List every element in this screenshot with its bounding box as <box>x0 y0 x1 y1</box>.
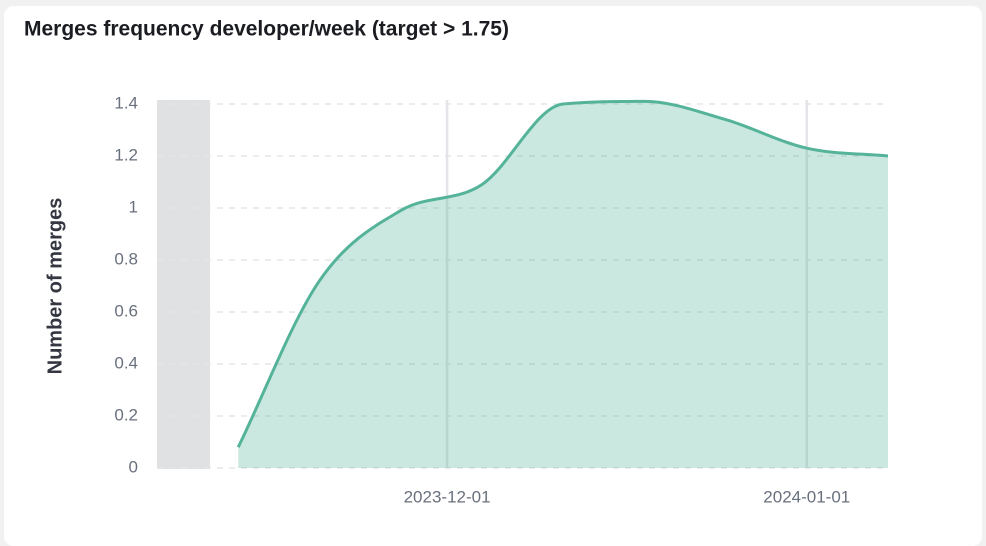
y-tick-label: 1.4 <box>114 93 138 112</box>
x-tick-label: 2024-01-01 <box>763 487 850 506</box>
y-tick-label: 0.2 <box>114 405 138 424</box>
chart: Merges frequency developer/week (target … <box>24 18 889 506</box>
x-tick-label: 2023-12-01 <box>404 487 491 506</box>
y-axis-title: Number of merges <box>44 198 66 375</box>
area <box>238 101 888 469</box>
y-tick-label: 1.2 <box>114 145 138 164</box>
y-tick-label: 0.8 <box>114 249 138 268</box>
y-tick-label: 1 <box>129 197 138 216</box>
y-tick-label: 0 <box>129 457 138 476</box>
y-tick-label: 0.4 <box>114 353 138 372</box>
page: Merges frequency developer/week (target … <box>4 6 982 546</box>
y-tick-label: 0.6 <box>114 301 138 320</box>
chart-title: Merges frequency developer/week (target … <box>24 18 509 41</box>
out-of-range-band <box>157 100 210 469</box>
line <box>236 99 889 448</box>
